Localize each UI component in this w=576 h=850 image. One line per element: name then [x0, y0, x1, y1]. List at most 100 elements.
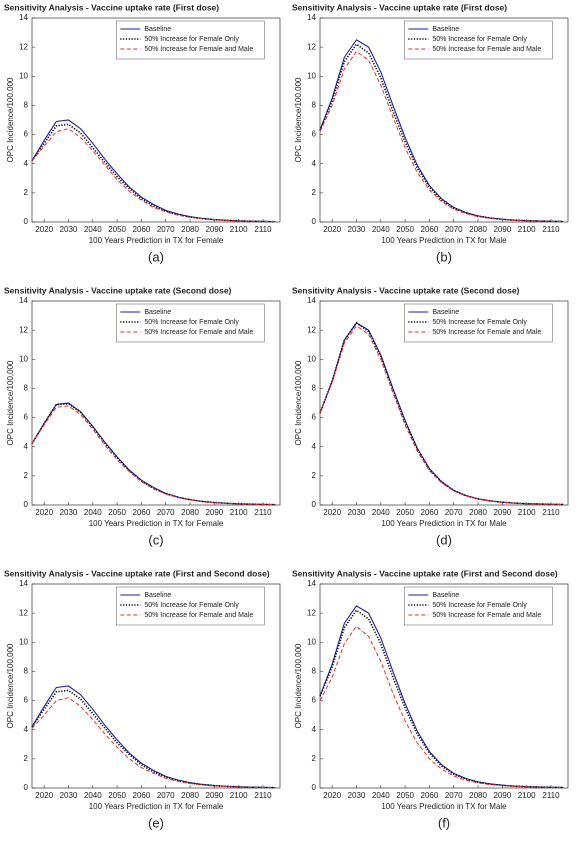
x-tick-label: 2100: [518, 791, 536, 800]
y-axis-label: OPC Incidence/100,000: [294, 643, 303, 728]
x-axis-label: 100 Years Prediction in TX for Female: [89, 519, 224, 528]
x-tick-label: 2080: [469, 225, 487, 234]
x-tick-label: 2020: [35, 791, 53, 800]
x-tick-label: 2050: [108, 225, 126, 234]
x-tick-label: 2020: [323, 508, 341, 517]
panel: Sensitivity Analysis - Vaccine uptake ra…: [4, 568, 281, 830]
legend: Baseline 50% Increase for Female Only 50% …: [404, 20, 553, 60]
legend-box: [404, 20, 553, 60]
legend-label: 50% Increase for Female and Male: [144, 612, 253, 619]
y-tick-label: 2: [312, 754, 317, 763]
legend-label: 50% Increase for Female Only: [144, 36, 239, 43]
y-tick-label: 10: [307, 71, 316, 80]
x-tick-label: 2100: [230, 225, 248, 234]
x-tick-label: 2060: [421, 791, 439, 800]
y-tick-label: 8: [24, 101, 29, 110]
y-axis-label: OPC Incidence/100,000: [6, 360, 15, 445]
legend-box: [116, 20, 265, 60]
panel: Sensitivity Analysis - Vaccine uptake ra…: [4, 285, 281, 547]
y-tick-label: 10: [19, 71, 28, 80]
x-tick-label: 2030: [60, 225, 78, 234]
y-tick-label: 8: [312, 667, 317, 676]
y-axis-label: OPC Incidence/100,000: [294, 360, 303, 445]
y-tick-label: 14: [307, 296, 316, 305]
y-tick-label: 0: [312, 783, 317, 792]
legend-label: 50% Increase for Female and Male: [432, 46, 541, 53]
x-tick-label: 2070: [445, 225, 463, 234]
series-line: [319, 50, 564, 223]
legend-label: Baseline: [432, 592, 459, 599]
panel: Sensitivity Analysis - Vaccine uptake ra…: [292, 285, 569, 547]
panel: Sensitivity Analysis - Vaccine uptake ra…: [292, 2, 569, 264]
legend-label: 50% Increase for Female Only: [432, 602, 527, 609]
y-tick-label: 10: [307, 637, 316, 646]
x-tick-label: 2060: [133, 508, 151, 517]
x-tick-label: 2110: [254, 225, 272, 234]
x-tick-label: 2050: [108, 791, 126, 800]
y-tick-label: 10: [307, 354, 316, 363]
x-tick-label: 2050: [108, 508, 126, 517]
y-tick-label: 0: [24, 783, 29, 792]
x-axis-label: 100 Years Prediction in TX for Female: [89, 802, 224, 811]
x-tick-label: 2100: [230, 508, 248, 517]
legend-label: Baseline: [432, 26, 459, 33]
panel: Sensitivity Analysis - Vaccine uptake ra…: [292, 568, 569, 830]
series-line: [31, 402, 276, 506]
x-tick-label: 2070: [157, 508, 175, 517]
legend: Baseline 50% Increase for Female Only 50% …: [404, 586, 553, 626]
y-tick-label: 10: [19, 354, 28, 363]
x-tick-label: 2030: [60, 508, 78, 517]
legend: Baseline 50% Increase for Female Only 50% …: [116, 586, 265, 626]
y-tick-label: 6: [312, 696, 317, 705]
x-axis-label: 100 Years Prediction in TX for Male: [381, 802, 507, 811]
x-tick-label: 2020: [35, 225, 53, 234]
x-tick-label: 2030: [348, 791, 366, 800]
x-tick-label: 2100: [518, 508, 536, 517]
y-tick-label: 8: [24, 384, 29, 393]
series-line: [31, 123, 276, 223]
series-line: [31, 402, 276, 506]
y-tick-label: 8: [312, 384, 317, 393]
legend: Baseline 50% Increase for Female Only 50% …: [116, 20, 265, 60]
x-tick-label: 2080: [181, 791, 199, 800]
x-tick-label: 2090: [205, 508, 223, 517]
legend-box: [116, 303, 265, 343]
chart-title: Sensitivity Analysis - Vaccine uptake ra…: [292, 2, 507, 12]
x-tick-label: 2060: [421, 225, 439, 234]
panel-caption: (c): [148, 532, 163, 547]
y-tick-label: 6: [24, 130, 29, 139]
x-tick-label: 2080: [181, 508, 199, 517]
series-line: [319, 609, 564, 789]
x-tick-label: 2060: [421, 508, 439, 517]
y-tick-label: 12: [19, 42, 28, 51]
x-tick-label: 2040: [84, 225, 102, 234]
x-tick-label: 2070: [445, 791, 463, 800]
y-tick-label: 4: [312, 725, 317, 734]
y-tick-label: 12: [307, 325, 316, 334]
panel-caption: (f): [438, 815, 450, 830]
legend-box: [404, 586, 553, 626]
y-tick-label: 0: [312, 500, 317, 509]
legend-label: Baseline: [144, 309, 171, 316]
x-tick-label: 2020: [35, 508, 53, 517]
legend-box: [116, 586, 265, 626]
panel: Sensitivity Analysis - Vaccine uptake ra…: [4, 2, 281, 264]
y-tick-label: 10: [19, 637, 28, 646]
x-tick-label: 2110: [542, 508, 560, 517]
y-tick-label: 4: [24, 725, 29, 734]
panel-caption: (e): [148, 815, 164, 830]
y-tick-label: 14: [307, 13, 316, 22]
legend-label: 50% Increase for Female Only: [432, 319, 527, 326]
y-tick-label: 0: [24, 500, 29, 509]
chart-title: Sensitivity Analysis - Vaccine uptake ra…: [4, 285, 232, 295]
y-tick-label: 6: [312, 413, 317, 422]
series-line: [31, 128, 276, 223]
legend: Baseline 50% Increase for Female Only 50% …: [404, 303, 553, 343]
x-tick-label: 2070: [157, 791, 175, 800]
x-tick-label: 2040: [84, 508, 102, 517]
x-tick-label: 2090: [205, 791, 223, 800]
y-tick-label: 0: [24, 217, 29, 226]
x-tick-label: 2080: [181, 225, 199, 234]
x-tick-label: 2020: [323, 791, 341, 800]
